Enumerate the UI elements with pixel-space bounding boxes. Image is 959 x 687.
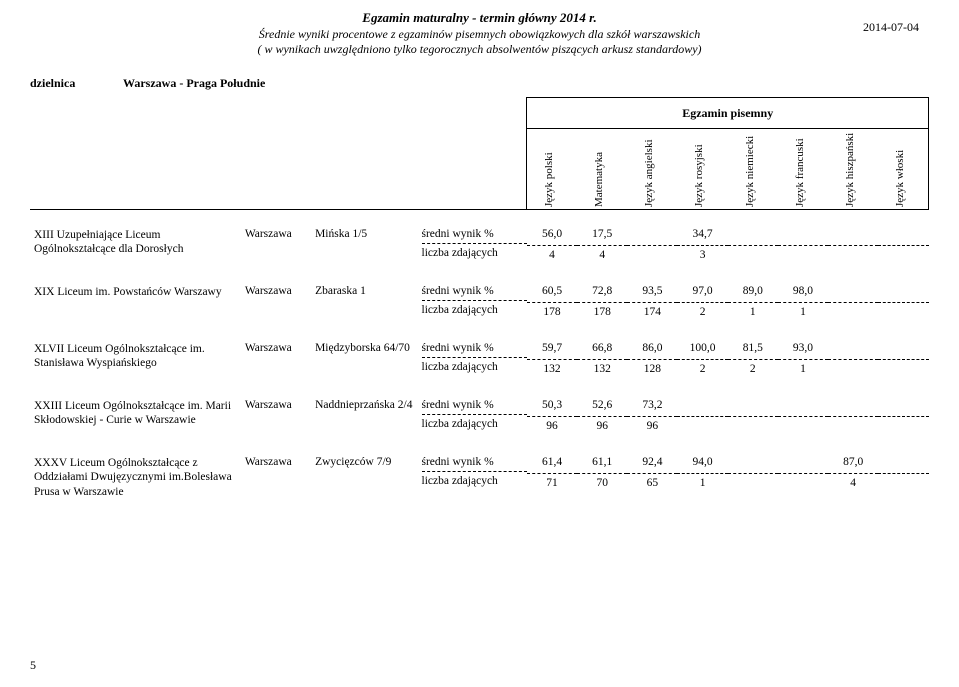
value-cell: 97,02: [677, 279, 727, 324]
value-cell: 17,54: [577, 222, 627, 267]
value-cell: 56,04: [527, 222, 577, 267]
col-metric-blank: [422, 129, 527, 210]
value-cell: 87,04: [828, 450, 878, 503]
table-row: XXXV Liceum Ogólnokształcące z Oddziałam…: [30, 450, 929, 503]
school-name: XIX Liceum im. Powstańców Warszawy: [30, 279, 241, 324]
col-city-blank: [241, 129, 311, 210]
school-name: XIII Uzupełniające Liceum Ogólnokształcą…: [30, 222, 241, 267]
col-addr-blank: [311, 129, 421, 210]
value-cell: 100,02: [677, 336, 727, 381]
value-cell: 73,296: [627, 393, 677, 438]
address: Zbaraska 1: [311, 279, 421, 324]
page-number: 5: [30, 658, 36, 673]
city: Warszawa: [241, 450, 311, 503]
value-cell: [828, 222, 878, 267]
table-row: XLVII Liceum Ogólnokształcące im. Stanis…: [30, 336, 929, 381]
value-cell: 93,5174: [627, 279, 677, 324]
city: Warszawa: [241, 222, 311, 267]
district-value: Warszawa - Praga Południe: [123, 76, 265, 90]
col-jezyk-wloski: Język włoski: [878, 129, 928, 210]
district-row: dzielnica Warszawa - Praga Południe: [30, 76, 929, 91]
metric-labels: średni wynik %liczba zdających: [422, 393, 527, 438]
value-cell: [778, 222, 828, 267]
value-cell: 81,52: [728, 336, 778, 381]
metric-labels: średni wynik %liczba zdających: [422, 450, 527, 503]
col-jezyk-francuski: Język francuski: [778, 129, 828, 210]
value-cell: 98,01: [778, 279, 828, 324]
table-row: XXIII Liceum Ogólnokształcące im. Marii …: [30, 393, 929, 438]
value-cell: 94,01: [677, 450, 727, 503]
value-cell: 59,7132: [527, 336, 577, 381]
city: Warszawa: [241, 336, 311, 381]
city: Warszawa: [241, 393, 311, 438]
results-table: Egzamin pisemny Język polski Matematyka …: [30, 97, 929, 515]
col-jezyk-hiszpanski: Język hiszpański: [828, 129, 878, 210]
value-cell: 60,5178: [527, 279, 577, 324]
value-cell: [778, 393, 828, 438]
title-main: Egzamin maturalny - termin główny 2014 r…: [30, 10, 929, 27]
school-name: XXXV Liceum Ogólnokształcące z Oddziałam…: [30, 450, 241, 503]
table-row: XIX Liceum im. Powstańców WarszawyWarsza…: [30, 279, 929, 324]
value-cell: 66,8132: [577, 336, 627, 381]
col-jezyk-niemiecki: Język niemiecki: [728, 129, 778, 210]
value-cell: 89,01: [728, 279, 778, 324]
value-cell: [878, 450, 928, 503]
value-cell: [828, 279, 878, 324]
value-cell: 92,465: [627, 450, 677, 503]
exam-group-header: Egzamin pisemny: [527, 98, 929, 129]
address: Międzyborska 64/70: [311, 336, 421, 381]
table-row: XIII Uzupełniające Liceum Ogólnokształcą…: [30, 222, 929, 267]
rows-body: XIII Uzupełniające Liceum Ogólnokształcą…: [30, 222, 929, 515]
value-cell: [878, 393, 928, 438]
value-cell: [778, 450, 828, 503]
value-cell: [728, 393, 778, 438]
blank-header: [30, 98, 527, 129]
value-cell: 93,01: [778, 336, 828, 381]
value-cell: [677, 393, 727, 438]
value-cell: 72,8178: [577, 279, 627, 324]
col-matematyka: Matematyka: [577, 129, 627, 210]
metric-labels: średni wynik %liczba zdających: [422, 336, 527, 381]
value-cell: [878, 222, 928, 267]
value-cell: 50,396: [527, 393, 577, 438]
value-cell: [728, 450, 778, 503]
value-cell: [627, 222, 677, 267]
report-header: Egzamin maturalny - termin główny 2014 r…: [30, 10, 929, 58]
value-cell: 61,471: [527, 450, 577, 503]
column-headers-row: Język polski Matematyka Język angielski …: [30, 129, 929, 210]
value-cell: 61,170: [577, 450, 627, 503]
metric-labels: średni wynik %liczba zdających: [422, 222, 527, 267]
school-name: XXIII Liceum Ogólnokształcące im. Marii …: [30, 393, 241, 438]
district-label: dzielnica: [30, 76, 120, 91]
subtitle-2: ( w wynikach uwzględniono tylko tegorocz…: [30, 42, 929, 58]
value-cell: [878, 279, 928, 324]
report-date: 2014-07-04: [863, 20, 919, 35]
value-cell: [878, 336, 928, 381]
page: 2014-07-04 Egzamin maturalny - termin gł…: [0, 0, 959, 687]
col-jezyk-polski: Język polski: [527, 129, 577, 210]
col-school-blank: [30, 129, 241, 210]
metric-labels: średni wynik %liczba zdających: [422, 279, 527, 324]
subtitle-1: Średnie wyniki procentowe z egzaminów pi…: [30, 27, 929, 43]
col-jezyk-angielski: Język angielski: [627, 129, 677, 210]
value-cell: [828, 336, 878, 381]
value-cell: [728, 222, 778, 267]
group-header-row: Egzamin pisemny: [30, 98, 929, 129]
school-name: XLVII Liceum Ogólnokształcące im. Stanis…: [30, 336, 241, 381]
address: Mińska 1/5: [311, 222, 421, 267]
address: Zwycięzców 7/9: [311, 450, 421, 503]
value-cell: 52,696: [577, 393, 627, 438]
value-cell: 86,0128: [627, 336, 677, 381]
col-jezyk-rosyjski: Język rosyjski: [677, 129, 727, 210]
results-table-wrap: Egzamin pisemny Język polski Matematyka …: [30, 97, 929, 515]
city: Warszawa: [241, 279, 311, 324]
address: Naddnieprzańska 2/4: [311, 393, 421, 438]
value-cell: 34,73: [677, 222, 727, 267]
value-cell: [828, 393, 878, 438]
